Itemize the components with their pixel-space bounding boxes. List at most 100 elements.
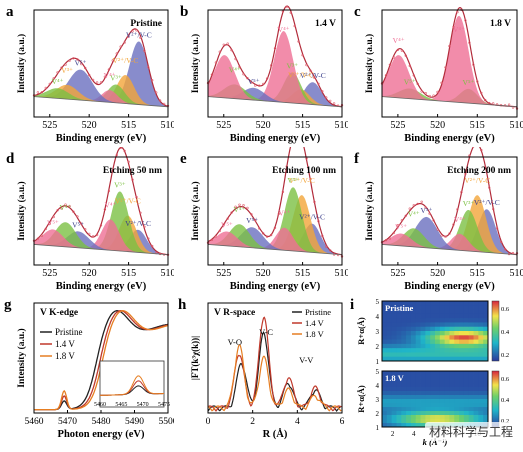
heatmap-cell	[411, 383, 416, 387]
heatmap-cell	[459, 344, 464, 349]
y-tick-label: 5	[376, 368, 380, 376]
heatmap-cell	[459, 301, 464, 306]
heatmap-cell	[454, 331, 459, 336]
component-label: V⁴⁺	[453, 25, 465, 34]
heatmap-cell	[396, 331, 401, 336]
heatmap-cell	[454, 407, 459, 411]
heatmap-cell	[430, 314, 435, 319]
heatmap-cell	[464, 415, 469, 419]
data-point	[433, 95, 435, 97]
component-label: V⁵⁺	[404, 78, 416, 87]
x-tick-label: 515	[470, 268, 485, 279]
heatmap-cell	[464, 375, 469, 379]
colorbar-tick-label: 0.4	[501, 329, 510, 336]
heatmap-cell	[411, 318, 416, 323]
heatmap-cell	[440, 391, 445, 395]
component-label: V²⁺/V-C	[125, 219, 151, 228]
heatmap-cell	[435, 344, 440, 349]
heatmap-cell	[425, 379, 430, 383]
heatmap-cell	[382, 348, 387, 353]
heatmap-cell	[464, 335, 469, 340]
heatmap-cell	[421, 305, 426, 310]
heatmap-cell	[411, 371, 416, 375]
heatmap-cell	[396, 340, 401, 345]
heatmap-cell	[474, 411, 479, 415]
x-axis-label: Binding energy (eV)	[56, 133, 147, 144]
heatmap-cell	[478, 305, 483, 310]
heatmap-cell	[440, 395, 445, 399]
data-point	[421, 91, 423, 93]
x-tick-label: 515	[470, 120, 485, 131]
heatmap-cell	[478, 318, 483, 323]
heatmap-cell	[387, 419, 392, 423]
x-tick-label: 5480	[92, 417, 111, 427]
data-point	[243, 73, 245, 75]
x-tick-label: 515	[121, 120, 136, 131]
heatmap-cell	[430, 407, 435, 411]
heatmap-cell	[430, 301, 435, 306]
heatmap-cell	[411, 327, 416, 332]
heatmap-cell	[469, 403, 474, 407]
heatmap-cell	[425, 344, 430, 349]
heatmap-cell	[416, 419, 421, 423]
heatmap-cell	[387, 314, 392, 319]
heatmap-cell	[449, 352, 454, 357]
heatmap-cell	[401, 411, 406, 415]
heatmap-cell	[449, 331, 454, 336]
x-tick-label: 525	[390, 120, 405, 131]
heatmap-cell	[459, 318, 464, 323]
heatmap-cell	[464, 310, 469, 315]
heatmap-cell	[459, 375, 464, 379]
heatmap-cell	[469, 327, 474, 332]
data-point	[37, 92, 39, 94]
y-tick-label: 4	[376, 382, 380, 390]
heatmap-cell	[478, 322, 483, 327]
x-tick-label: 520	[430, 120, 445, 131]
panel-letter: a	[6, 4, 14, 20]
heatmap-cell	[449, 383, 454, 387]
component-label: V⁵⁺	[420, 206, 432, 215]
heatmap-cell	[454, 301, 459, 306]
heatmap-cell	[449, 391, 454, 395]
heatmap-cell	[449, 395, 454, 399]
colorbar-tick-label: 0.4	[501, 397, 510, 404]
data-point	[247, 207, 249, 209]
heatmap-cell	[440, 322, 445, 327]
heatmap-cell	[454, 310, 459, 315]
heatmap-cell	[396, 387, 401, 391]
heatmap-cell	[445, 314, 450, 319]
heatmap-cell	[430, 340, 435, 345]
heatmap-cell	[454, 352, 459, 357]
x-axis-label: Binding energy (eV)	[404, 281, 495, 292]
heatmap-cell	[396, 415, 401, 419]
heatmap-cell	[430, 348, 435, 353]
heatmap-cell	[440, 399, 445, 403]
heatmap-cell	[454, 318, 459, 323]
x-tick-label: 515	[295, 268, 310, 279]
heatmap-cell	[411, 379, 416, 383]
data-point	[441, 235, 443, 237]
heatmap-cell	[469, 310, 474, 315]
heatmap-cell	[430, 387, 435, 391]
heatmap-cell	[464, 352, 469, 357]
heatmap-cell	[421, 352, 426, 357]
heatmap-cell	[430, 371, 435, 375]
heatmap-cell	[401, 387, 406, 391]
x-tick-label: 510	[510, 268, 523, 279]
x-tick-label: 520	[82, 120, 97, 131]
heatmap-cell	[382, 344, 387, 349]
heatmap-cell	[406, 335, 411, 340]
colorbar-tick-label: 0.6	[501, 376, 510, 383]
heatmap-cell	[469, 348, 474, 353]
panel-letter: c	[354, 4, 361, 20]
heatmap-cell	[435, 340, 440, 345]
heatmap-cell	[387, 327, 392, 332]
heatmap-cell	[406, 331, 411, 336]
heatmap-cell	[425, 322, 430, 327]
heatmap-cell	[474, 310, 479, 315]
heatmap-cell	[421, 387, 426, 391]
heatmap-cell	[382, 331, 387, 336]
heatmap-cell	[474, 407, 479, 411]
heatmap-cell	[454, 375, 459, 379]
